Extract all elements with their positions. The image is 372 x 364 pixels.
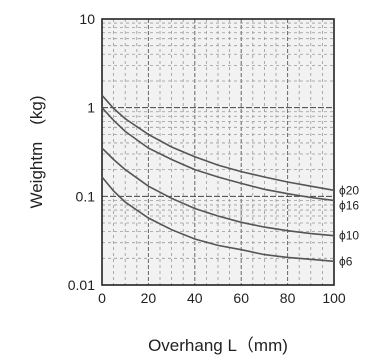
x-tick-label: 0 [98, 290, 106, 306]
series-label: ϕ20 [339, 183, 359, 197]
x-tick-label: 20 [141, 290, 157, 306]
y-tick-labels: 0.01 0.1 1 10 [68, 11, 95, 293]
y-axis-title: Weightm (kg) [27, 95, 46, 208]
series-label: ϕ10 [339, 229, 359, 243]
series-label: ϕ16 [339, 198, 359, 212]
series-label: ϕ6 [339, 254, 353, 268]
x-tick-labels: 0 20 40 60 80 100 [98, 290, 346, 306]
series-line [101, 147, 335, 237]
y-tick-label: 0.01 [68, 277, 95, 293]
y-tick-label: 1 [87, 100, 95, 116]
x-tick-label: 80 [280, 290, 296, 306]
y-tick-label: 10 [79, 11, 95, 27]
x-tick-label: 40 [187, 290, 203, 306]
plot-border [101, 18, 335, 286]
y-tick-label: 0.1 [76, 188, 96, 204]
x-axis-title: Overhang L（mm) [148, 336, 288, 355]
x-tick-label: 60 [233, 290, 249, 306]
grid [102, 19, 334, 285]
series-line [101, 107, 335, 202]
series-line [101, 176, 335, 263]
x-tick-label: 100 [322, 290, 346, 306]
series-line [101, 94, 335, 192]
series [101, 94, 335, 263]
